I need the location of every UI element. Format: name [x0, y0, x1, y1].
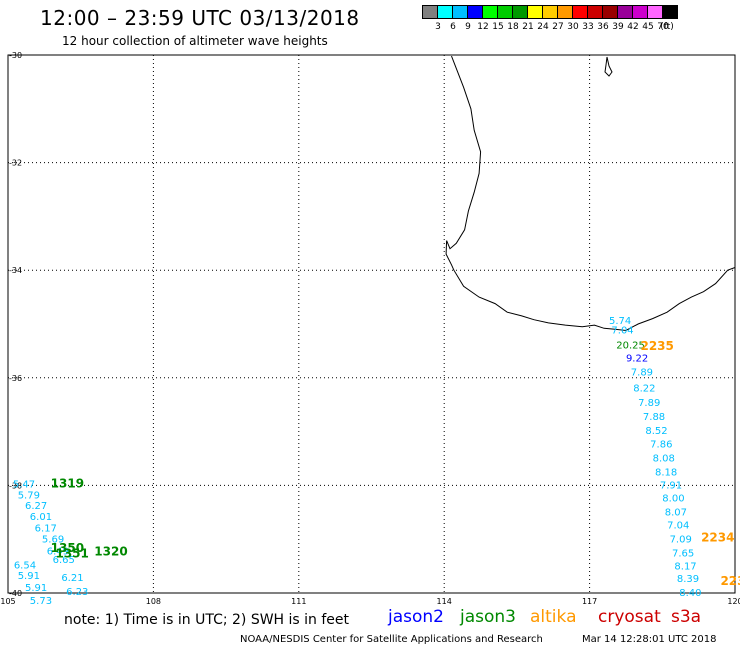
swh-value: 8.00 [662, 494, 684, 505]
lon-tick-label: 120 [727, 597, 740, 606]
satellite-name: jason2 [388, 607, 444, 627]
lon-tick-label: 105 [0, 597, 15, 606]
lon-tick-label: 114 [437, 597, 452, 606]
legend-label: 6 [450, 22, 456, 32]
swh-value: 7.09 [670, 534, 692, 545]
swh-value: 7.04 [611, 326, 633, 337]
satellite-name: altika [530, 607, 577, 627]
pass-time: 2234 [701, 530, 734, 544]
legend-label: 18 [507, 22, 519, 32]
legend-label: 33 [582, 22, 594, 32]
map-grid [7, 54, 736, 594]
swh-value: 6.17 [35, 524, 57, 535]
lon-tick-label: 117 [582, 597, 597, 606]
legend-label: 42 [627, 22, 639, 32]
pass-time: 2233 [720, 574, 740, 588]
swh-value: 5.91 [18, 571, 40, 582]
swh-value: 6.27 [25, 501, 47, 512]
satellite-name: s3a [671, 607, 702, 627]
legend-label: 30 [567, 22, 579, 32]
track-values: 5.747.0420.259.227.898.227.897.888.527.8… [13, 316, 702, 607]
pass-time: 1320 [94, 544, 127, 558]
swh-value: 5.69 [42, 534, 64, 545]
map-subtitle: 12 hour collection of altimeter wave hei… [62, 34, 328, 48]
lon-tick-label: 111 [291, 597, 306, 606]
satellite-name: jason3 [460, 607, 516, 627]
pass-time: 1319 [51, 477, 84, 491]
swh-value: 7.88 [643, 412, 665, 423]
swh-value: 20.25 [616, 341, 645, 352]
pass-time: 1351 [55, 546, 88, 560]
lat-tick-label: -36 [9, 374, 22, 383]
pass-time: 2235 [640, 339, 673, 353]
legend-label: 27 [552, 22, 564, 32]
legend-label: 36 [597, 22, 609, 32]
footer-timestamp: Mar 14 12:28:01 UTC 2018 [582, 634, 717, 645]
legend-label: 39 [612, 22, 624, 32]
swh-value: 8.07 [665, 508, 687, 519]
swh-value: 6.21 [61, 573, 83, 584]
island-outline [604, 56, 613, 77]
swh-value: 6.65 [53, 555, 75, 566]
swh-value: 9.22 [626, 354, 648, 365]
swh-value: 5.73 [30, 596, 52, 607]
lat-tick-label: -40 [9, 589, 22, 598]
legend-label: 45 [642, 22, 654, 32]
legend-label: 21 [522, 22, 534, 32]
legend-label: 15 [492, 22, 504, 32]
swh-value: 5.47 [13, 480, 35, 491]
swh-value: 8.18 [655, 468, 677, 479]
lat-tick-label: -38 [9, 481, 22, 490]
swh-value: 6.49 [47, 546, 69, 557]
pass-time: 1350 [51, 541, 84, 555]
swh-value: 7.91 [660, 481, 682, 492]
swh-value: 7.86 [650, 440, 672, 451]
legend-label: (ft) [660, 22, 674, 32]
footer-credit: NOAA/NESDIS Center for Satellite Applica… [240, 634, 543, 645]
lat-tick-label: -30 [9, 51, 22, 60]
swh-value: 7.89 [638, 398, 660, 409]
swh-value: 5.74 [609, 316, 631, 327]
map-frame [7, 54, 736, 594]
legend-label: 24 [537, 22, 549, 32]
lat-tick-label: -32 [9, 159, 22, 168]
swh-value: 8.22 [633, 383, 655, 394]
lon-tick-label: 108 [146, 597, 161, 606]
map-title: 12:00 – 23:59 UTC 03/13/2018 [40, 6, 360, 30]
legend-label: 3 [435, 22, 441, 32]
color-legend: 3 6 9 12 15 18 21 24 27 30 33 36 39 42 45 70 (ft) [422, 5, 678, 33]
swh-value: 7.04 [667, 520, 689, 531]
legend-swatch [662, 5, 678, 19]
note-text: note: 1) Time is in UTC; 2) SWH is in fe… [64, 612, 350, 628]
legend-swatches [422, 5, 678, 19]
swh-value: 5.79 [18, 490, 40, 501]
satellite-name: cryosat [598, 607, 661, 627]
lat-tick-label: -34 [9, 266, 22, 275]
swh-value: 6.54 [14, 560, 36, 571]
swh-value: 6.23 [66, 587, 88, 598]
legend-label: 9 [465, 22, 471, 32]
legend-label: 70 [657, 22, 669, 32]
swh-value: 6.01 [30, 512, 52, 523]
swh-value: 8.39 [677, 574, 699, 585]
swh-value: 8.52 [645, 426, 667, 437]
swh-value: 8.17 [674, 561, 696, 572]
swh-value: 8.08 [653, 454, 675, 465]
swh-value: 7.65 [672, 548, 694, 559]
legend-label: 12 [477, 22, 489, 32]
swh-value: 8.40 [679, 588, 701, 599]
coastline [445, 55, 736, 332]
swh-value: 7.89 [631, 368, 653, 379]
legend-labels: 3 6 9 12 15 18 21 24 27 30 33 36 39 42 45 70 (ft) [422, 19, 677, 33]
swh-value: 5.91 [25, 583, 47, 594]
